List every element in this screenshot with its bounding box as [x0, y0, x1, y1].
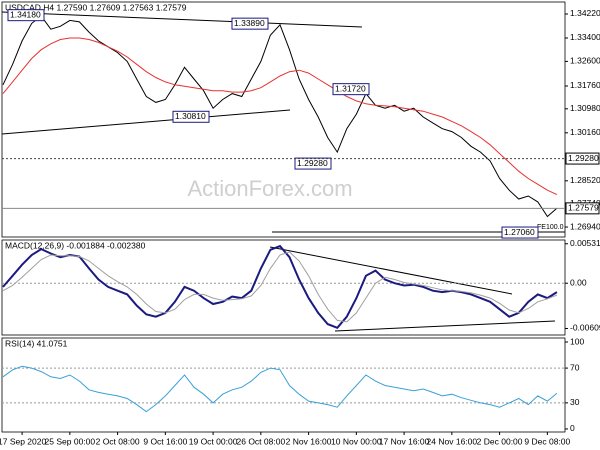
y-tick-label: 1.28520 — [570, 175, 600, 185]
panel-title: MACD(12,26,9) -0.001884 -0.002380 — [5, 240, 146, 250]
y-tick-label: 1.26940 — [570, 221, 600, 231]
price-label-box — [172, 110, 210, 123]
y-tick-label: 100 — [570, 336, 584, 346]
x-tick-label: 26 Oct 08:00 — [237, 436, 286, 446]
rsi-panel — [1, 337, 566, 433]
series-line — [2, 244, 558, 329]
trend-line — [269, 246, 513, 295]
chart-title: USDCAD,H4 1.27590 1.27609 1.27563 1.2757… — [5, 2, 187, 12]
price-label: 1.31720 — [335, 83, 366, 93]
price-label-box — [294, 157, 332, 170]
y-tick-label: 1.31760 — [570, 80, 600, 90]
macd-panel — [1, 239, 566, 336]
y-tick-label: 1.34220 — [570, 8, 600, 18]
price-label-box — [501, 226, 539, 239]
x-tick-label: 19 Oct 00:00 — [189, 436, 238, 446]
note: FE100.0 — [537, 224, 564, 231]
marker-label: 1.27579 — [568, 203, 599, 213]
price-label-box — [7, 9, 45, 22]
x-tick-label: 2 Dec 00:00 — [477, 436, 523, 446]
trend-line — [1, 109, 291, 135]
x-tick-label: 9 Oct 16:00 — [143, 436, 187, 446]
price-label: 1.33890 — [234, 18, 265, 28]
watermark: ActionForex.com — [187, 176, 352, 201]
trend-line — [1, 11, 363, 28]
series-line — [2, 15, 558, 218]
y-tick-label: 1.32600 — [570, 56, 600, 66]
y-tick-label: 1.33400 — [570, 32, 600, 42]
price-panel — [1, 1, 566, 238]
y-tick-label: 1.30160 — [570, 127, 600, 137]
x-tick-label: 25 Sep 00:00 — [45, 436, 96, 446]
x-tick-label: 24 Nov 16:00 — [427, 436, 478, 446]
y-tick-label: 0 — [570, 423, 575, 433]
price-label: 1.27060 — [504, 227, 535, 237]
y-tick-label: 1.30980 — [570, 103, 600, 113]
marker-box — [565, 202, 600, 215]
y-tick-label: 30 — [570, 397, 580, 407]
price-label: 1.30810 — [175, 111, 206, 121]
series-line — [2, 37, 558, 196]
y-tick-label: 70 — [570, 362, 580, 372]
price-label-box — [332, 83, 370, 96]
x-tick-label: 17 Nov 16:00 — [379, 436, 430, 446]
x-tick-label: 2 Oct 08:00 — [96, 436, 140, 446]
x-tick-label: 2 Nov 16:00 — [286, 436, 332, 446]
y-tick-label: 0.005312 — [570, 238, 600, 248]
marker-label: 1.29280 — [568, 153, 599, 163]
price-label: 1.29280 — [297, 158, 328, 168]
series-line — [2, 251, 558, 323]
x-tick-label: 17 Sep 2020 — [0, 436, 46, 446]
y-tick-label: -0.006092 — [570, 323, 600, 333]
y-tick-label: 0.00 — [570, 277, 587, 287]
marker-box — [565, 152, 600, 165]
series-line — [2, 365, 558, 413]
x-tick-label: 10 Nov 00:00 — [331, 436, 382, 446]
trend-line — [334, 320, 556, 332]
price-label: 1.34180 — [10, 9, 41, 19]
panel-title: RSI(14) 41.0751 — [5, 338, 68, 348]
price-label-box — [231, 17, 269, 30]
x-tick-label: 9 Dec 08:00 — [524, 436, 570, 446]
